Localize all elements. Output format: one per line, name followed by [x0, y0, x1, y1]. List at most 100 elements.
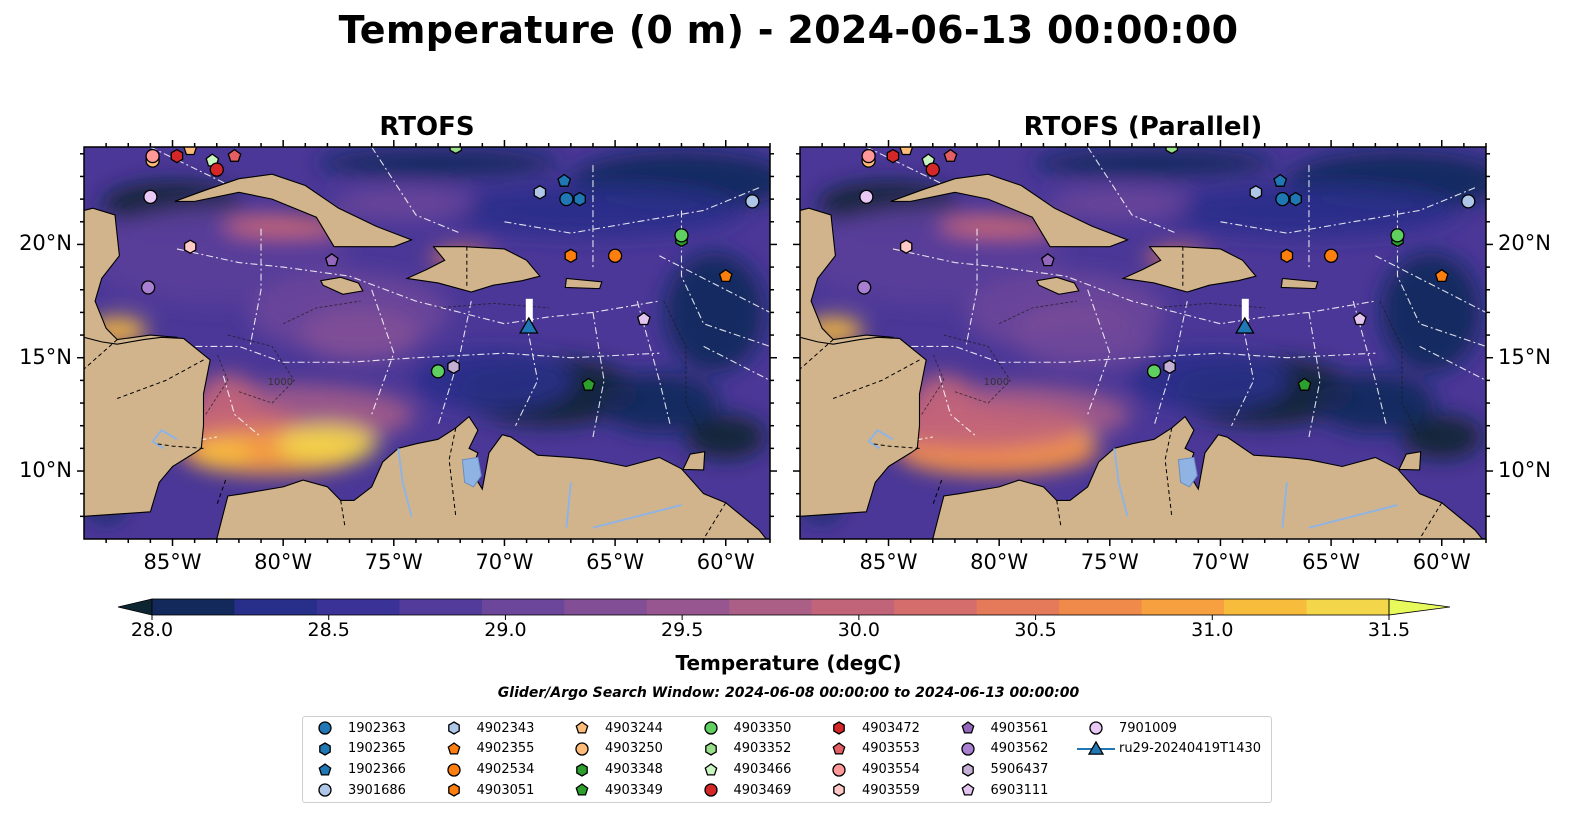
lon-tick-label: 85°W	[859, 550, 918, 574]
colorbar-segment	[481, 599, 565, 615]
legend-marker-icon	[318, 721, 332, 735]
float-marker	[899, 239, 913, 254]
landmass	[564, 277, 603, 290]
legend-entry: 4903352	[692, 740, 792, 758]
map-panel-2: 1000	[793, 140, 1493, 546]
float-marker	[209, 162, 224, 177]
float-marker	[886, 148, 900, 164]
lon-tick-label: 80°W	[254, 550, 313, 574]
colorbar-tick-label: 30.0	[837, 619, 880, 641]
float-marker	[1390, 228, 1405, 243]
legend-marker-icon	[961, 721, 974, 734]
legend-entry: 3901686	[306, 781, 406, 799]
legend-marker-icon	[576, 762, 588, 777]
glider-track	[525, 298, 533, 323]
legend-entry: 4903250	[563, 740, 663, 758]
colorbar-tick-label: 29.0	[484, 619, 527, 641]
colorbar-tick-label: 28.5	[307, 619, 350, 641]
colorbar-segment	[646, 599, 730, 615]
legend-entry: 1902365	[306, 740, 406, 758]
float-marker	[1275, 191, 1290, 207]
float-marker	[533, 185, 547, 200]
legend-entry: ru29-20240419T1430	[1077, 740, 1261, 758]
colorbar-segment	[976, 599, 1060, 615]
float-marker	[943, 148, 958, 162]
contour-label-1000: 1000	[984, 377, 1009, 388]
glider-marker	[1234, 316, 1255, 334]
landmass	[890, 173, 1130, 248]
colorbar-segment	[234, 599, 318, 615]
float-marker	[1323, 248, 1339, 263]
legend-label: 5906437	[990, 762, 1049, 778]
legend-entry: 5906437	[949, 761, 1049, 779]
legend-label: 4903469	[733, 782, 792, 798]
colorbar	[117, 598, 1451, 620]
legend-marker-icon	[832, 762, 846, 777]
landmass	[174, 173, 414, 248]
landmass	[1280, 277, 1319, 290]
legend-entry: 4903561	[949, 719, 1048, 737]
legend-marker-icon	[447, 721, 460, 735]
legend-entry: 4903348	[563, 761, 663, 779]
float-marker	[925, 162, 940, 177]
colorbar-segment	[1059, 599, 1143, 615]
lake-maracaibo	[461, 456, 482, 488]
colorbar-segment	[399, 599, 483, 615]
landmass	[1121, 246, 1257, 293]
lon-tick-label: 85°W	[143, 550, 202, 574]
legend-entry: 1902366	[306, 761, 406, 779]
legend-marker-icon	[704, 742, 717, 756]
map-frame	[799, 146, 1487, 540]
colorbar-tick-label: 31.0	[1191, 619, 1234, 641]
colorbar-tick-label: 29.5	[660, 619, 704, 641]
float-marker	[1249, 185, 1263, 200]
legend-marker-icon	[703, 783, 718, 798]
landmass	[84, 336, 211, 539]
colorbar-label: Temperature (degC)	[675, 651, 902, 675]
contour-label-1000: 1000	[268, 377, 293, 388]
lon-tick-label: 70°W	[1191, 550, 1250, 574]
legend-marker-icon	[961, 762, 974, 777]
colorbar-extend-low	[117, 598, 153, 616]
legend-label: 4902343	[476, 720, 535, 736]
legend-label: 4903352	[733, 741, 792, 757]
legend: 1902363 1902365 1902366 3901686 4902343 49023…	[302, 716, 1272, 803]
float-marker	[324, 252, 339, 267]
float-marker	[581, 377, 596, 391]
colorbar-segment	[894, 599, 978, 615]
legend-label: 4903350	[733, 720, 792, 736]
legend-entry: 4902343	[435, 719, 535, 737]
legend-label: 4902355	[476, 741, 535, 757]
float-marker	[1273, 173, 1288, 187]
legend-marker-icon	[446, 762, 461, 777]
land	[800, 173, 1486, 539]
float-marker	[183, 147, 198, 156]
colorbar-segment	[1141, 599, 1225, 615]
rivers	[151, 428, 682, 529]
float-marker	[1434, 268, 1449, 283]
legend-marker-icon	[319, 742, 331, 756]
float-marker	[573, 191, 586, 207]
argo-floats	[857, 147, 1476, 391]
panel-title-rtofs-parallel: RTOFS (Parallel)	[1023, 112, 1263, 142]
legend-label: 4903348	[605, 762, 663, 778]
colorbar-segment	[729, 599, 813, 615]
legend-entry: 4903051	[435, 781, 534, 799]
legend-label: 4903562	[990, 741, 1049, 757]
map-panels: 1000 1000	[77, 140, 1493, 546]
legend-marker-icon	[447, 741, 460, 755]
float-marker	[1163, 359, 1176, 375]
float-marker	[1165, 147, 1179, 155]
legend-entry: 6903111	[949, 781, 1048, 799]
legend-label: 4903559	[862, 782, 920, 798]
landmass	[800, 415, 1486, 539]
float-marker	[430, 364, 446, 379]
legend-entry: 4903559	[820, 781, 920, 799]
legend-label: 4903466	[733, 762, 792, 778]
map-ticks	[77, 140, 777, 546]
lat-tick-label: 15°N	[1498, 344, 1551, 369]
float-marker	[170, 148, 184, 164]
float-marker	[859, 189, 874, 204]
float-marker	[557, 173, 572, 187]
legend-label: 1902363	[348, 720, 406, 736]
